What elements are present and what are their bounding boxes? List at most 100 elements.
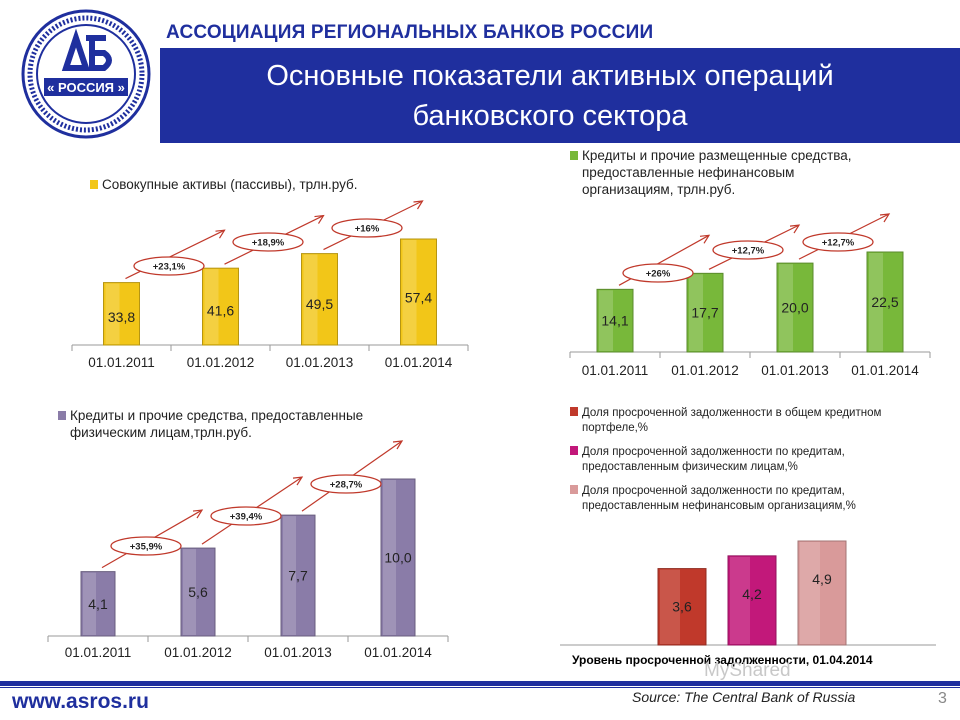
overdue-legend: Доля просроченной задолженности в общем … (570, 406, 881, 514)
retail_loans-value-label: 10,0 (384, 550, 411, 566)
retail_loans-x-tick-label: 01.01.2014 (364, 645, 432, 660)
overdue-legend-item-2: Доля просроченной задолженности по креди… (570, 445, 881, 475)
corp_loans-x-tick-label: 01.01.2013 (761, 363, 829, 378)
corp_loans-bar (776, 262, 814, 353)
retail-loans-legend-line-2: физическим лицам,трлн.руб. (70, 425, 252, 440)
corp_loans-value-label: 22,5 (871, 294, 898, 310)
overdue-legend-1-line-2: портфеле,% (582, 422, 649, 434)
corp-loans-legend: Кредиты и прочие размещенные средства, п… (570, 147, 852, 198)
retail-loans-legend: Кредиты и прочие средства, предоставленн… (58, 407, 363, 441)
retail_loans-growth-label: +28,7% (330, 480, 363, 491)
corp_loans-value-label: 20,0 (781, 300, 808, 316)
overdue-legend-3-line-2: предоставленным нефинансовым организация… (582, 500, 856, 512)
overdue-bar (797, 540, 847, 646)
retail_loans-bar (180, 547, 216, 637)
assets-value-label: 57,4 (405, 289, 432, 305)
overdue-value-label: 4,2 (742, 586, 762, 602)
assets-bar-highlight (204, 269, 219, 344)
overdue-legend-swatch-1 (570, 407, 578, 416)
overdue-legend-item-1: Доля просроченной задолженности в общем … (570, 406, 881, 436)
assets-value-label: 49,5 (306, 296, 333, 312)
assets-bar (400, 238, 437, 346)
overdue-legend-3-line-1: Доля просроченной задолженности по креди… (582, 485, 845, 497)
retail_loans-x-tick-label: 01.01.2012 (164, 645, 232, 660)
overdue-legend-swatch-3 (570, 485, 578, 494)
assets-bar-highlight (105, 283, 120, 344)
corp_loans-x-tick-label: 01.01.2011 (582, 363, 649, 378)
corp_loans-growth-arrowhead (699, 234, 711, 244)
footer-rule-thin (0, 687, 960, 688)
retail_loans-bar (80, 571, 116, 637)
retail_loans-growth-badge (110, 536, 182, 556)
corp_loans-growth-badge (712, 240, 784, 260)
corp_loans-bar-highlight (869, 253, 883, 351)
corp_loans-growth-badge (622, 263, 694, 283)
slide-header: « РОССИЯ » АССОЦИАЦИЯ РЕГИОНАЛЬНЫХ БАНКО… (0, 0, 960, 143)
assets-bar-highlight (402, 240, 417, 344)
assets-x-tick-label: 01.01.2013 (286, 355, 354, 370)
asros-logo: « РОССИЯ » (21, 9, 151, 139)
corp_loans-growth-arrowhead (879, 213, 891, 223)
overdue-bar-highlight (730, 556, 750, 644)
page-number: 3 (938, 690, 947, 707)
assets-x-tick-label: 01.01.2011 (88, 355, 155, 370)
assets-growth-arrowhead (314, 214, 325, 224)
retail_loans-bar-highlight (283, 516, 296, 635)
title-line-1: Основные показатели активных операций (266, 60, 834, 92)
retail_loans-bar (280, 514, 316, 637)
corp_loans-growth-label: +12,7% (822, 238, 855, 249)
retail_loans-value-label: 5,6 (188, 584, 208, 600)
title-band (160, 48, 960, 143)
corp_loans-value-label: 14,1 (601, 313, 628, 329)
corp_loans-bar-highlight (689, 274, 703, 351)
retail_loans-growth-label: +39,4% (230, 512, 263, 523)
corp_loans-growth-label: +26% (646, 269, 671, 280)
assets-growth-badge (232, 232, 304, 252)
slide-title: Основные показатели активных операций ба… (200, 56, 900, 136)
corp-loans-legend-swatch (570, 151, 578, 160)
assets-value-label: 41,6 (207, 302, 234, 318)
overdue-bar-highlight (660, 569, 680, 644)
assets-legend: Совокупные активы (пассивы), трлн.руб. (90, 176, 358, 193)
assets-x-tick-label: 01.01.2012 (187, 355, 255, 370)
corp-loans-legend-line-3: организациям, трлн.руб. (582, 182, 736, 197)
source-note: Source: The Central Bank of Russia (632, 689, 856, 705)
retail_loans-bar-highlight (83, 572, 96, 635)
retail_loans-growth-arrowhead (392, 440, 404, 450)
overdue-value-label: 4,9 (812, 571, 832, 587)
retail_loans-growth-arrowhead (292, 476, 304, 486)
retail_loans-bar-highlight (383, 480, 396, 635)
overdue-value-label: 3,6 (672, 599, 692, 615)
assets-bar (202, 267, 239, 346)
assets-x-tick-label: 01.01.2014 (385, 355, 453, 370)
overdue-legend-swatch-2 (570, 446, 578, 455)
retail_loans-x-tick-label: 01.01.2013 (264, 645, 332, 660)
overdue-bar-highlight (800, 542, 820, 644)
retail_loans-growth-badge (310, 474, 382, 494)
assets-growth-label: +16% (355, 224, 380, 235)
corp_loans-bar-highlight (599, 290, 613, 351)
footer-rule (0, 681, 960, 686)
overdue-legend-2-line-1: Доля просроченной задолженности по креди… (582, 446, 845, 458)
corp_loans-x-tick-label: 01.01.2012 (671, 363, 739, 378)
overdue-legend-2-line-2: предоставленным физическим лицам,% (582, 461, 798, 473)
corp-loans-legend-line-1: Кредиты и прочие размещенные средства, (582, 148, 852, 163)
corp_loans-bar (866, 251, 904, 353)
title-line-2: банковского сектора (412, 100, 688, 132)
overdue-chart-title: Уровень просроченной задолженности, 01.0… (572, 653, 873, 667)
corp_loans-growth-arrowhead (789, 224, 801, 234)
watermark: MyShared (704, 660, 791, 681)
assets-growth-badge (331, 218, 403, 238)
retail-loans-legend-line-1: Кредиты и прочие средства, предоставленн… (70, 408, 364, 423)
assets-legend-swatch (90, 180, 98, 189)
overdue-bar (657, 568, 707, 646)
retail-loans-legend-swatch (58, 411, 66, 420)
retail_loans-x-tick-label: 01.01.2011 (65, 645, 132, 660)
site-link[interactable]: www.asros.ru (12, 690, 149, 713)
corp_loans-x-tick-label: 01.01.2014 (851, 363, 919, 378)
assets-value-label: 33,8 (108, 309, 135, 325)
